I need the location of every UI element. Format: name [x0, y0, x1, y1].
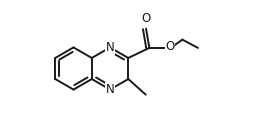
Text: N: N — [106, 41, 114, 54]
Text: O: O — [165, 40, 175, 53]
Text: O: O — [141, 12, 151, 25]
Text: N: N — [106, 83, 114, 96]
